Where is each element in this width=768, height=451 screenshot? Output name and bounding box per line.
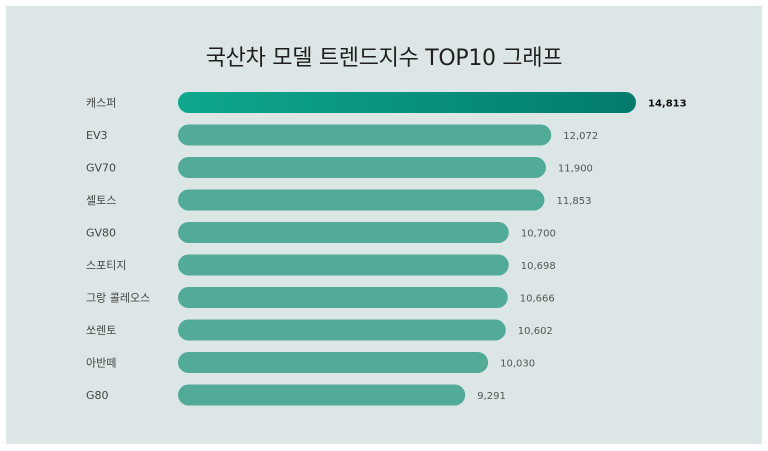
chart-title: 국산차 모델 트렌드지수 TOP10 그래프	[205, 46, 563, 71]
chart-panel: 국산차 모델 트렌드지수 TOP10 그래프 캐스퍼 14,813 EV3 12,07…	[6, 6, 762, 444]
value-label: 10,030	[500, 359, 535, 370]
category-label: 셀토스	[86, 194, 116, 207]
value-label: 10,602	[518, 326, 553, 337]
bar	[178, 384, 466, 406]
value-label: 10,666	[520, 294, 555, 305]
value-label: 10,700	[521, 229, 556, 240]
value-label: 12,072	[563, 131, 598, 142]
bar	[178, 319, 506, 341]
bar	[178, 287, 508, 308]
category-label: 스포티지	[86, 259, 126, 272]
category-label: GV80	[86, 227, 116, 240]
category-label: 아반떼	[86, 357, 116, 370]
value-label: 11,900	[558, 164, 593, 175]
category-label: 캐스퍼	[86, 97, 116, 110]
category-label: EV3	[86, 129, 107, 142]
value-label: 10,698	[521, 261, 556, 272]
bar	[178, 124, 552, 146]
category-label: 그랑 콜레오스	[86, 292, 150, 305]
value-label: 14,813	[648, 99, 687, 110]
category-label: G80	[86, 389, 109, 402]
category-label: GV70	[86, 162, 116, 175]
bar	[178, 222, 509, 243]
bar	[178, 352, 489, 373]
bar	[178, 189, 545, 211]
category-label: 쏘렌토	[86, 324, 116, 337]
value-label: 11,853	[556, 196, 591, 207]
bar	[178, 92, 636, 113]
bar-chart: 캐스퍼 14,813 EV3 12,072 GV70 11,900 셀토스 11,853 GV8…	[86, 92, 687, 406]
value-label: 9,291	[477, 391, 506, 402]
bar	[178, 157, 546, 178]
bar	[178, 254, 509, 276]
